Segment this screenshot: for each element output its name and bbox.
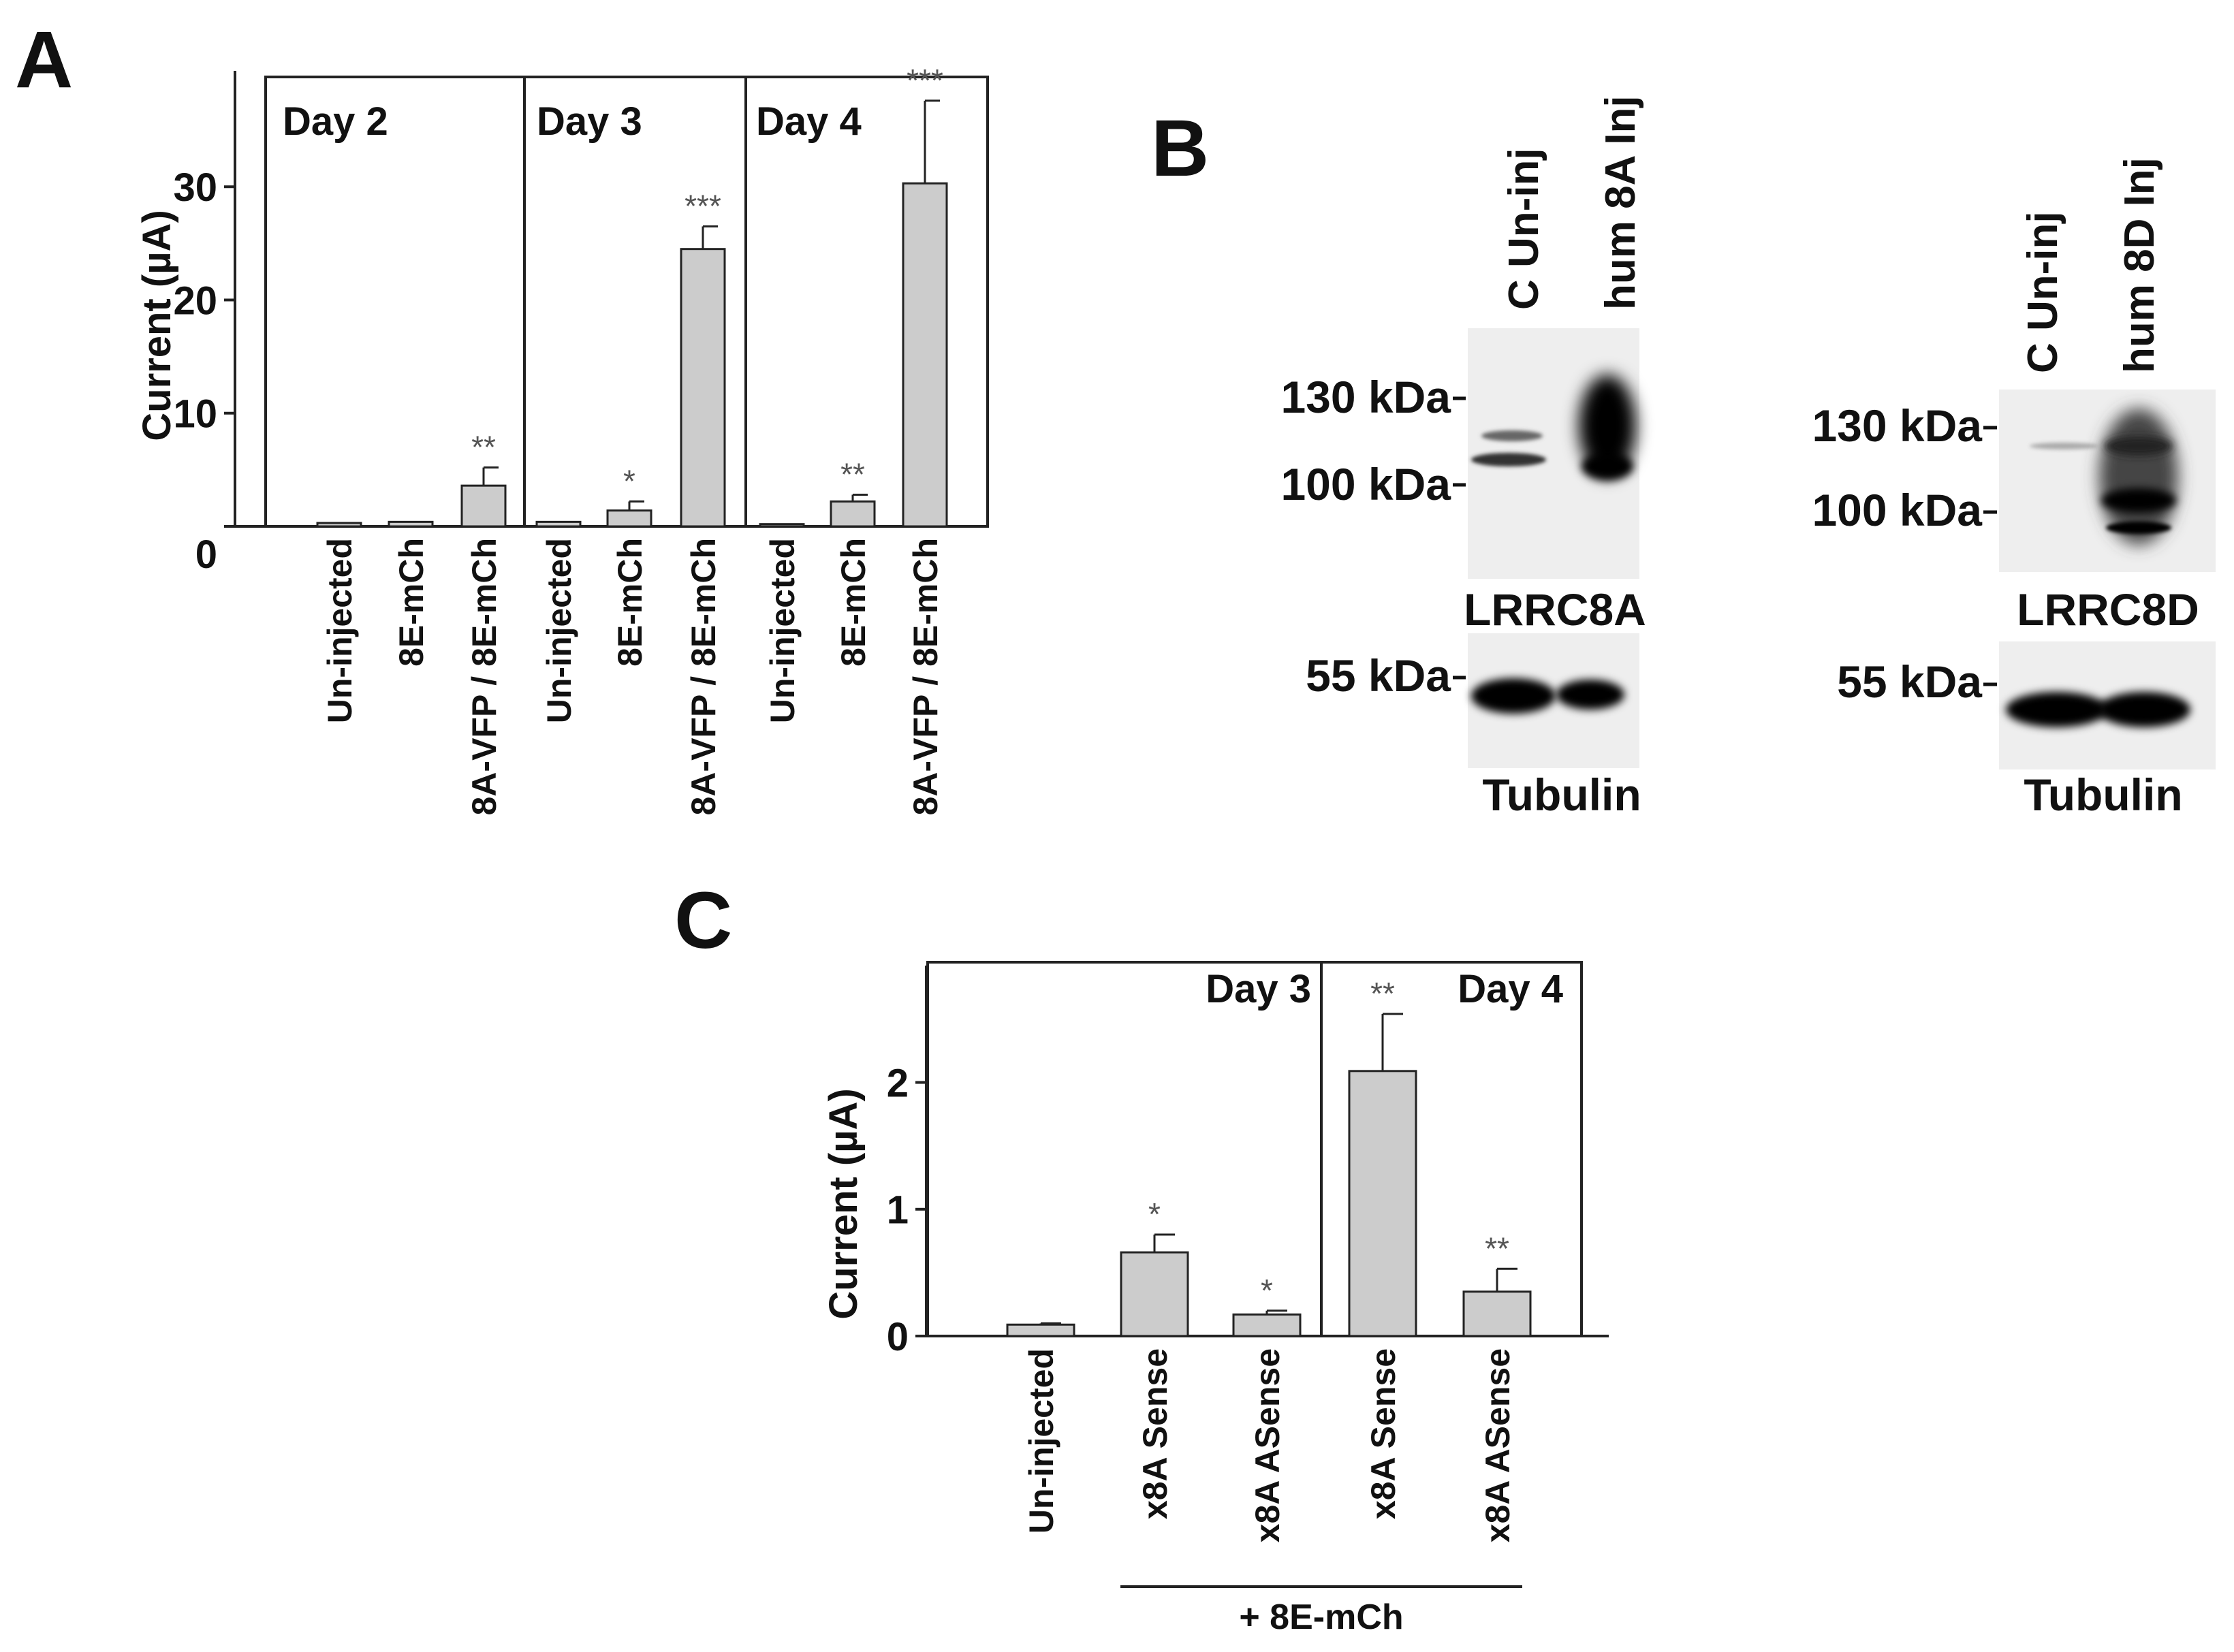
- significance-marker: *: [1261, 1273, 1273, 1308]
- category-label: x8A Sense: [1364, 1348, 1402, 1519]
- western-blot-lrrc8a: C Un-inj hum 8A Inj 130 kDa 100 kDa LRRC…: [1280, 95, 1646, 820]
- blot1-band-100-injected: [1582, 453, 1633, 480]
- blot2-marker-130: 130 kDa: [1812, 400, 1983, 451]
- group-label: Day 4: [1458, 967, 1563, 1011]
- bar: [759, 523, 805, 528]
- y-axis-label: Current (µA): [135, 210, 179, 441]
- category-label: x8A ASense: [1248, 1348, 1287, 1542]
- y-tick-label: 30: [173, 165, 217, 210]
- bar: [388, 520, 434, 528]
- blot1-lane2-label: hum 8A Inj: [1597, 95, 1644, 310]
- group-label: Day 3: [537, 99, 642, 144]
- y-tick-label: 0: [195, 533, 217, 577]
- plot-frame: [926, 961, 1583, 1337]
- category-label: Un-injected: [1022, 1348, 1060, 1534]
- category-label: 8E-mCh: [834, 538, 872, 667]
- group-label: Day 3: [1206, 967, 1311, 1011]
- bar: [1006, 1323, 1075, 1337]
- blot2-protein-label: LRRC8D: [2017, 584, 2199, 635]
- blot2-tubulin-band-injected: [2098, 692, 2190, 727]
- category-label: 8A-VFP / 8E-mCh: [465, 538, 503, 816]
- bar: [830, 500, 876, 528]
- bar: [606, 509, 652, 528]
- group-label: Day 2: [283, 99, 388, 144]
- significance-marker: ***: [685, 188, 721, 223]
- blot2-lane2-label: hum 8D Inj: [2116, 157, 2163, 373]
- blot2-marker-55: 55 kDa: [1837, 656, 1983, 707]
- category-label: x8A ASense: [1479, 1348, 1517, 1542]
- y-axis-label: Current (µA): [821, 1088, 866, 1320]
- bar: [1232, 1313, 1302, 1337]
- blot1-lane1-label: C Un-inj: [1500, 148, 1547, 310]
- panel-label-b: B: [1151, 104, 1209, 193]
- blot2-band-100-injected: [2101, 488, 2176, 513]
- category-label: Un-injected: [321, 538, 359, 723]
- western-blot-lrrc8d: C Un-inj hum 8D Inj 130 kDa 100 kDa LRRC…: [1812, 157, 2216, 820]
- bar: [535, 520, 582, 528]
- blot1-tubulin-band-control: [1471, 678, 1556, 714]
- category-label: 8A-VFP / 8E-mCh: [685, 538, 723, 816]
- bar: [902, 182, 948, 528]
- blot1-marker-100: 100 kDa: [1280, 459, 1451, 509]
- category-label: 8E-mCh: [611, 538, 649, 667]
- blot2-band-low-injected: [2106, 522, 2171, 534]
- group-annotation: + 8E-mCh: [1239, 1598, 1403, 1637]
- blot2-band-top-injected: [2105, 436, 2173, 456]
- chart-c: 0 1 2 Current (µA) Day 3 Un-injected * x8A Sens…: [821, 961, 1609, 1637]
- y-tick-label: 1: [887, 1188, 909, 1233]
- bar: [680, 248, 726, 528]
- bar: [1462, 1290, 1532, 1337]
- bar: [460, 484, 507, 528]
- panel-label-a: A: [15, 15, 73, 105]
- group-label: Day 4: [756, 99, 862, 144]
- y-tick-label: 10: [173, 392, 217, 436]
- category-label: x8A Sense: [1136, 1348, 1174, 1519]
- category-label: 8A-VFP / 8E-mCh: [907, 538, 945, 816]
- significance-marker: *: [1148, 1196, 1161, 1232]
- bar: [316, 522, 362, 528]
- significance-marker: **: [1370, 976, 1395, 1011]
- significance-marker: **: [471, 430, 496, 465]
- category-label: 8E-mCh: [392, 538, 430, 667]
- plot-frame: [264, 76, 989, 528]
- category-label: Un-injected: [764, 538, 802, 723]
- blot2-lane1-label: C Un-inj: [2019, 211, 2066, 373]
- blot1-protein-label: LRRC8A: [1464, 584, 1646, 635]
- y-tick-label: 0: [887, 1315, 909, 1359]
- blot1-band-130-control: [1481, 430, 1543, 441]
- blot1-band-smear-injected: [1579, 375, 1636, 477]
- category-label: Un-injected: [540, 538, 578, 723]
- significance-marker: ***: [907, 63, 943, 98]
- blot2-loading-label: Tubulin: [2024, 769, 2182, 820]
- blot2-tubulin-band-control: [2006, 692, 2108, 727]
- blot2-marker-100: 100 kDa: [1812, 485, 1983, 535]
- panel-label-c: C: [674, 876, 732, 966]
- significance-marker: **: [1485, 1230, 1509, 1266]
- blot1-loading-label: Tubulin: [1482, 769, 1641, 820]
- y-tick-label: 2: [887, 1061, 909, 1105]
- bar: [1120, 1251, 1189, 1337]
- blot1-tubulin-band-injected: [1556, 680, 1624, 710]
- y-tick-label: 20: [173, 279, 217, 323]
- significance-marker: *: [623, 463, 635, 498]
- blot1-band-100-control: [1471, 453, 1546, 466]
- blot2-band-130-control: [2030, 443, 2098, 449]
- blot1-marker-55: 55 kDa: [1306, 650, 1451, 701]
- bar: [1348, 1070, 1417, 1337]
- significance-marker: **: [840, 456, 865, 492]
- blot1-marker-130: 130 kDa: [1280, 372, 1451, 422]
